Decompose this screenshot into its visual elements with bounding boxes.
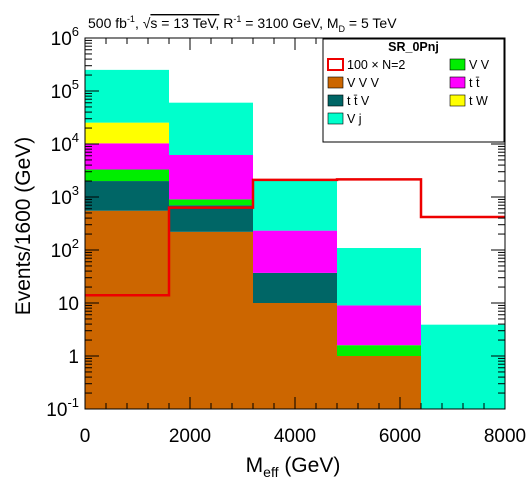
signal-line: [85, 178, 505, 297]
legend-entry-right-1-swatch: [449, 76, 466, 89]
y-tick-label-4: 103: [51, 183, 79, 209]
bar-t-w-bin-0: [85, 122, 169, 144]
header-md-sub: D: [339, 24, 346, 34]
bar-t-t--bin-2: [253, 230, 337, 273]
legend-entry-left-2-label: t t̄ V: [347, 94, 370, 108]
bar-t-t--bin-1: [169, 155, 253, 200]
x-axis-title: Meff (GeV): [246, 454, 341, 480]
x-tick-label-1: 2000: [169, 426, 211, 447]
legend-entry-left-3-swatch: [327, 112, 344, 125]
legend-entry-left-0-label: 100 × N=2: [347, 58, 405, 72]
bar-t-t--bin-3: [337, 305, 421, 346]
bar-v-v-bin-3: [337, 345, 421, 356]
y-axis-title: Events/1600 (GeV): [12, 137, 35, 316]
bar-v-j-bin-4: [421, 324, 505, 409]
y-tick-label-6: 105: [51, 77, 79, 103]
bar-t-t-v-bin-1: [169, 205, 253, 232]
y-tick-label-0: 10-1: [46, 395, 79, 421]
bar-v-j-bin-2: [253, 179, 337, 231]
header-md-value: = 5 TeV: [345, 15, 397, 31]
header-r-sup: -1: [233, 14, 241, 24]
header-r: R: [223, 15, 233, 31]
legend-entry-right-1-label: t t̄: [469, 76, 480, 90]
header-luminosity: 500 fb: [88, 15, 127, 31]
y-tick-label-7: 106: [51, 24, 79, 50]
x-axis-title-sub: eff: [263, 464, 278, 480]
legend-entry-left-1-swatch: [327, 76, 344, 89]
legend-entry-right-2-swatch: [449, 94, 466, 107]
legend-entry-left-0-swatch: [327, 58, 344, 71]
x-tick-label-4: 8000: [484, 426, 526, 447]
y-tick-label-1: 1: [68, 347, 79, 368]
y-tick-label-2: 10: [58, 294, 79, 315]
bar-v-v-bin-0: [85, 169, 169, 182]
legend-entry-right-0-label: V V: [469, 58, 490, 72]
x-tick-label-2: 4000: [274, 426, 316, 447]
bar-t-t-v-bin-0: [85, 181, 169, 211]
legend-entry-right-0-swatch: [449, 58, 466, 71]
header-sqrt-s: s = 13 TeV,: [150, 15, 219, 31]
bar-v-j-bin-1: [169, 102, 253, 156]
x-tick-label-3: 6000: [379, 426, 421, 447]
stacked-bars: [85, 69, 505, 409]
x-tick-label-0: 0: [80, 426, 91, 447]
legend-entry-left-2-swatch: [327, 94, 344, 107]
chart-header: 500 fb-1, √s = 13 TeV, R-1 = 3100 GeV, M…: [88, 14, 397, 34]
legend-entry-left-3-label: V j: [347, 112, 362, 126]
bar-v-v-v-bin-1: [169, 231, 253, 409]
bar-v-v-bin-1: [169, 199, 253, 206]
bar-v-j-bin-0: [85, 69, 169, 123]
y-tick-label-3: 102: [51, 236, 79, 262]
legend-box: [322, 38, 505, 143]
legend-entry-right-2-label: t W: [469, 94, 488, 108]
bar-t-t--bin-0: [85, 143, 169, 170]
header-luminosity-sup: -1: [127, 14, 135, 24]
legend: SR_0Pnj 100 × N=2 V V V t t̄ V V j V V t t̄ t W: [322, 38, 505, 143]
y-tick-label-5: 104: [51, 130, 79, 156]
bar-v-v-v-bin-2: [253, 303, 337, 409]
signal-histogram: [85, 178, 505, 297]
header-r-value: = 3100 GeV, M: [241, 15, 338, 31]
bar-v-j-bin-3: [337, 248, 421, 306]
axes: 0 2000 4000 6000 8000 10-1 1 10 102 103 104 105 106: [46, 24, 526, 447]
bar-v-v-v-bin-0: [85, 210, 169, 409]
x-axis-title-unit: (GeV): [278, 454, 340, 477]
legend-entry-left-1-label: V V V: [347, 76, 380, 90]
header-sqrt-symbol: √: [143, 15, 151, 31]
bar-v-v-v-bin-3: [337, 356, 421, 409]
x-axis-title-main: M: [246, 454, 264, 477]
bar-t-t-v-bin-2: [253, 272, 337, 303]
legend-title: SR_0Pnj: [388, 40, 439, 54]
